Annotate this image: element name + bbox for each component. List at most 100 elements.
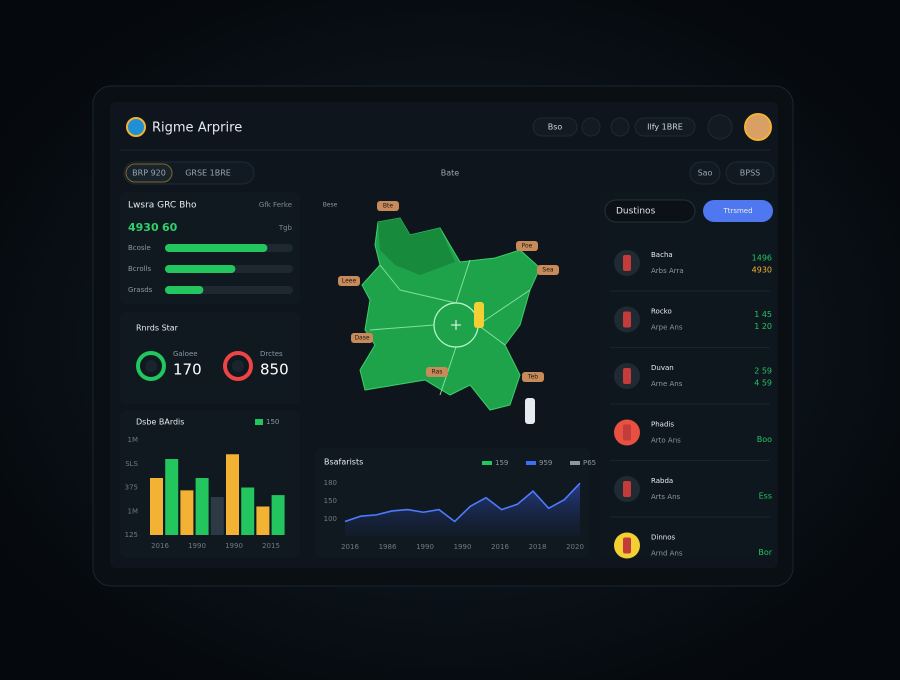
map-tag[interactable] bbox=[516, 241, 538, 251]
x-label: 1990 bbox=[225, 542, 243, 550]
bar bbox=[241, 487, 255, 535]
tab-button[interactable] bbox=[725, 161, 775, 185]
x-label: 1990 bbox=[416, 543, 434, 551]
list-top: 1496 bbox=[752, 254, 772, 263]
list-bottom: Boo bbox=[757, 435, 772, 444]
search-box[interactable] bbox=[604, 199, 696, 223]
progress-bar bbox=[165, 265, 236, 273]
tab-label: BRP 920 bbox=[132, 169, 166, 178]
map-tag[interactable] bbox=[351, 333, 373, 343]
ring-inner bbox=[145, 360, 157, 372]
map-tag-label: Bese bbox=[323, 202, 338, 209]
y-label: 100 bbox=[324, 515, 337, 523]
chart-title: Bsafarists bbox=[324, 458, 363, 467]
chart-title: Dsbe BArdis bbox=[136, 418, 184, 427]
map-tag[interactable] bbox=[426, 367, 448, 377]
nav-button[interactable] bbox=[634, 117, 696, 137]
avatar[interactable] bbox=[744, 113, 772, 141]
card-title: Rnrds Star bbox=[136, 324, 179, 333]
tab-label: GRSE 1BRE bbox=[185, 169, 231, 178]
ring-value: 170 bbox=[173, 361, 202, 379]
progress-note: Tgb bbox=[278, 224, 293, 232]
summary-primary: 4930 bbox=[128, 221, 159, 234]
list-avatar-figure bbox=[623, 368, 631, 384]
bar bbox=[195, 478, 209, 535]
list-sub: Arpe Ans bbox=[651, 324, 683, 332]
map-tag-label: Bte bbox=[383, 203, 393, 210]
bar bbox=[256, 506, 270, 535]
tab-active[interactable] bbox=[125, 163, 173, 183]
list-sub: Arbs Arra bbox=[651, 267, 684, 275]
map-center-cross bbox=[451, 320, 461, 330]
bar-card bbox=[120, 410, 300, 558]
legend-swatch bbox=[255, 419, 263, 425]
x-label: 2018 bbox=[529, 543, 547, 551]
primary-button[interactable] bbox=[703, 200, 773, 222]
tab-button[interactable] bbox=[689, 161, 721, 185]
line-area bbox=[345, 483, 580, 536]
bar bbox=[150, 478, 163, 535]
tab-label: Bate bbox=[441, 169, 460, 178]
legend-label: 959 bbox=[539, 459, 552, 467]
list-name: Duvan bbox=[651, 364, 674, 372]
y-label: 180 bbox=[324, 479, 337, 487]
bar bbox=[271, 495, 285, 535]
legend-swatch bbox=[526, 461, 536, 465]
list-card bbox=[600, 192, 775, 558]
summary-secondary: 60 bbox=[162, 221, 178, 234]
nav-label: Ilfy 1BRE bbox=[647, 123, 683, 132]
legend-label: 159 bbox=[495, 459, 508, 467]
x-label: 1990 bbox=[188, 542, 206, 550]
notification-button[interactable] bbox=[707, 114, 733, 140]
map-tag[interactable] bbox=[522, 372, 544, 382]
nav-button[interactable] bbox=[532, 117, 578, 137]
legend-swatch bbox=[570, 461, 580, 465]
y-label: 375 bbox=[125, 484, 138, 492]
map-tag-label: Ras bbox=[432, 369, 443, 376]
rings-card bbox=[120, 312, 300, 404]
list-sub: Arto Ans bbox=[651, 437, 681, 445]
legend-label: P65 bbox=[583, 459, 596, 467]
progress-bar bbox=[165, 286, 204, 294]
list-bottom: 1 20 bbox=[754, 322, 772, 331]
player-figure bbox=[474, 302, 484, 328]
x-label: 1986 bbox=[379, 543, 397, 551]
list-name: Phadis bbox=[651, 421, 674, 429]
bar bbox=[226, 454, 239, 535]
map-tag[interactable] bbox=[537, 265, 559, 275]
app-title: Rigme Arprire bbox=[152, 121, 242, 136]
x-label: 2020 bbox=[566, 543, 584, 551]
x-label: 2015 bbox=[262, 542, 280, 550]
map-tag-label: Leee bbox=[342, 278, 357, 285]
map-tag[interactable] bbox=[338, 276, 360, 286]
list-bottom: 4 59 bbox=[754, 379, 772, 388]
map-subregion[interactable] bbox=[378, 218, 455, 275]
progress-label: Bcosle bbox=[128, 244, 151, 252]
player-figure bbox=[525, 398, 535, 424]
search-text: Dustinos bbox=[616, 207, 656, 217]
tab-label: BPSS bbox=[740, 169, 760, 178]
progress-label: Bcrolls bbox=[128, 265, 152, 273]
map-tag-label: Dase bbox=[354, 335, 369, 342]
icon-button[interactable] bbox=[610, 117, 630, 137]
list-bottom: Bor bbox=[758, 548, 772, 557]
list-name: Rocko bbox=[651, 308, 672, 316]
list-top: 1 45 bbox=[754, 310, 772, 319]
list-avatar-figure bbox=[623, 481, 631, 497]
card-title: Lwsra GRC Bho bbox=[128, 201, 197, 211]
card-side: Gfk Ferke bbox=[259, 201, 292, 209]
list-avatar-figure bbox=[623, 537, 631, 554]
bar bbox=[210, 497, 224, 535]
ring-label: Drctes bbox=[260, 350, 283, 358]
nav-label: Bso bbox=[548, 123, 563, 132]
line bbox=[344, 482, 581, 523]
map-tag-label: Poe bbox=[522, 243, 533, 250]
list-top: 2 59 bbox=[754, 367, 772, 376]
map-tag[interactable] bbox=[377, 201, 399, 211]
icon-button[interactable] bbox=[581, 117, 601, 137]
ring bbox=[223, 351, 253, 381]
list-bottom: 4930 bbox=[752, 266, 772, 275]
list-name: Dinnos bbox=[651, 534, 675, 542]
y-label: SLS bbox=[125, 460, 138, 468]
